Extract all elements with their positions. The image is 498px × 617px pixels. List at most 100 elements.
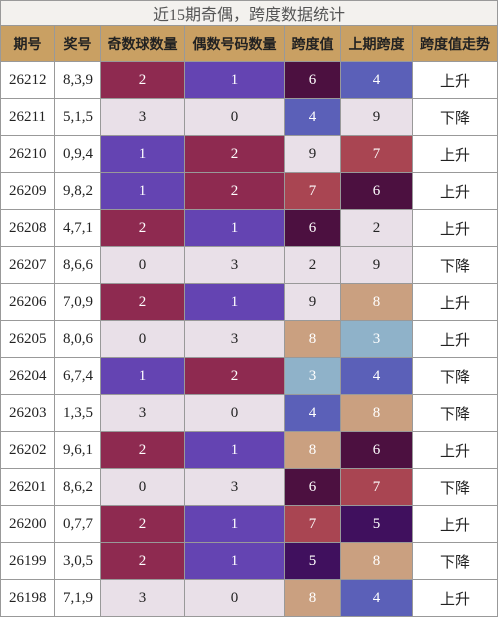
table-cell: 3 xyxy=(185,321,285,358)
table-cell: 4 xyxy=(285,99,341,136)
table-title: 近15期奇偶，跨度数据统计 xyxy=(0,0,498,26)
table-cell: 1 xyxy=(185,432,285,469)
table-cell: 7,1,9 xyxy=(55,580,101,617)
table-cell: 3 xyxy=(341,321,413,358)
table-cell: 26212 xyxy=(0,62,55,99)
table-cell: 上升 xyxy=(413,284,498,321)
table-cell: 8,6,6 xyxy=(55,247,101,284)
table-cell: 8 xyxy=(341,395,413,432)
table-cell: 0 xyxy=(185,580,285,617)
table-cell: 4,7,1 xyxy=(55,210,101,247)
header-cell: 偶数号码数量 xyxy=(185,26,285,62)
table-cell: 26199 xyxy=(0,543,55,580)
table-cell: 4 xyxy=(341,62,413,99)
table-cell: 上升 xyxy=(413,62,498,99)
header-cell: 奇数球数量 xyxy=(101,26,185,62)
table-cell: 6 xyxy=(341,432,413,469)
table-cell: 0,9,4 xyxy=(55,136,101,173)
table-cell: 1 xyxy=(101,173,185,210)
table-cell: 上升 xyxy=(413,136,498,173)
table-cell: 2 xyxy=(101,62,185,99)
table-cell: 9 xyxy=(285,136,341,173)
table-cell: 2 xyxy=(101,506,185,543)
table-cell: 3 xyxy=(285,358,341,395)
table-cell: 6 xyxy=(285,469,341,506)
table-cell: 1 xyxy=(185,543,285,580)
table-cell: 5 xyxy=(341,506,413,543)
table-cell: 0 xyxy=(185,395,285,432)
table-cell: 7 xyxy=(341,136,413,173)
table-cell: 0 xyxy=(101,321,185,358)
table-cell: 下降 xyxy=(413,543,498,580)
table-cell: 9 xyxy=(285,284,341,321)
table-cell: 8 xyxy=(341,543,413,580)
header-cell: 上期跨度 xyxy=(341,26,413,62)
table-cell: 1 xyxy=(101,136,185,173)
table-cell: 上升 xyxy=(413,432,498,469)
table-cell: 7 xyxy=(341,469,413,506)
table-cell: 3 xyxy=(101,99,185,136)
table-cell: 2 xyxy=(185,173,285,210)
table-cell: 8 xyxy=(285,321,341,358)
table-cell: 8 xyxy=(341,284,413,321)
table-cell: 1 xyxy=(185,62,285,99)
table-cell: 上升 xyxy=(413,580,498,617)
table-cell: 6 xyxy=(285,210,341,247)
table-cell: 9,6,1 xyxy=(55,432,101,469)
table-cell: 26208 xyxy=(0,210,55,247)
table-cell: 7 xyxy=(285,173,341,210)
table-cell: 2 xyxy=(285,247,341,284)
table-cell: 1 xyxy=(101,358,185,395)
table-cell: 下降 xyxy=(413,395,498,432)
table-cell: 下降 xyxy=(413,247,498,284)
table-cell: 3 xyxy=(185,469,285,506)
table-cell: 7,0,9 xyxy=(55,284,101,321)
table-cell: 7 xyxy=(285,506,341,543)
table-cell: 3 xyxy=(185,247,285,284)
table-cell: 下降 xyxy=(413,99,498,136)
table-cell: 9 xyxy=(341,247,413,284)
table-cell: 8 xyxy=(285,432,341,469)
table-cell: 4 xyxy=(285,395,341,432)
table-cell: 5 xyxy=(285,543,341,580)
table-cell: 0 xyxy=(185,99,285,136)
table-cell: 26211 xyxy=(0,99,55,136)
header-cell: 奖号 xyxy=(55,26,101,62)
table-cell: 2 xyxy=(185,358,285,395)
table-cell: 26202 xyxy=(0,432,55,469)
table-cell: 3,0,5 xyxy=(55,543,101,580)
table-cell: 上升 xyxy=(413,173,498,210)
table-cell: 6,7,4 xyxy=(55,358,101,395)
table-cell: 下降 xyxy=(413,358,498,395)
table-cell: 上升 xyxy=(413,321,498,358)
table-cell: 26210 xyxy=(0,136,55,173)
table-cell: 1 xyxy=(185,284,285,321)
table-cell: 26207 xyxy=(0,247,55,284)
table-cell: 2 xyxy=(185,136,285,173)
table-cell: 8,6,2 xyxy=(55,469,101,506)
table-cell: 26200 xyxy=(0,506,55,543)
table-cell: 4 xyxy=(341,580,413,617)
table-cell: 上升 xyxy=(413,506,498,543)
table-cell: 下降 xyxy=(413,469,498,506)
header-cell: 跨度值 xyxy=(285,26,341,62)
table-cell: 2 xyxy=(101,284,185,321)
table-cell: 6 xyxy=(341,173,413,210)
table-cell: 26209 xyxy=(0,173,55,210)
table-cell: 9 xyxy=(341,99,413,136)
table-cell: 8 xyxy=(285,580,341,617)
table-cell: 2 xyxy=(101,543,185,580)
table-cell: 2 xyxy=(341,210,413,247)
table-cell: 4 xyxy=(341,358,413,395)
table-cell: 26203 xyxy=(0,395,55,432)
table-cell: 0 xyxy=(101,247,185,284)
table-cell: 1 xyxy=(185,210,285,247)
table-cell: 26201 xyxy=(0,469,55,506)
table-cell: 3 xyxy=(101,395,185,432)
header-cell: 跨度值走势 xyxy=(413,26,498,62)
table-cell: 0 xyxy=(101,469,185,506)
table-cell: 6 xyxy=(285,62,341,99)
table-cell: 3 xyxy=(101,580,185,617)
table-cell: 26205 xyxy=(0,321,55,358)
